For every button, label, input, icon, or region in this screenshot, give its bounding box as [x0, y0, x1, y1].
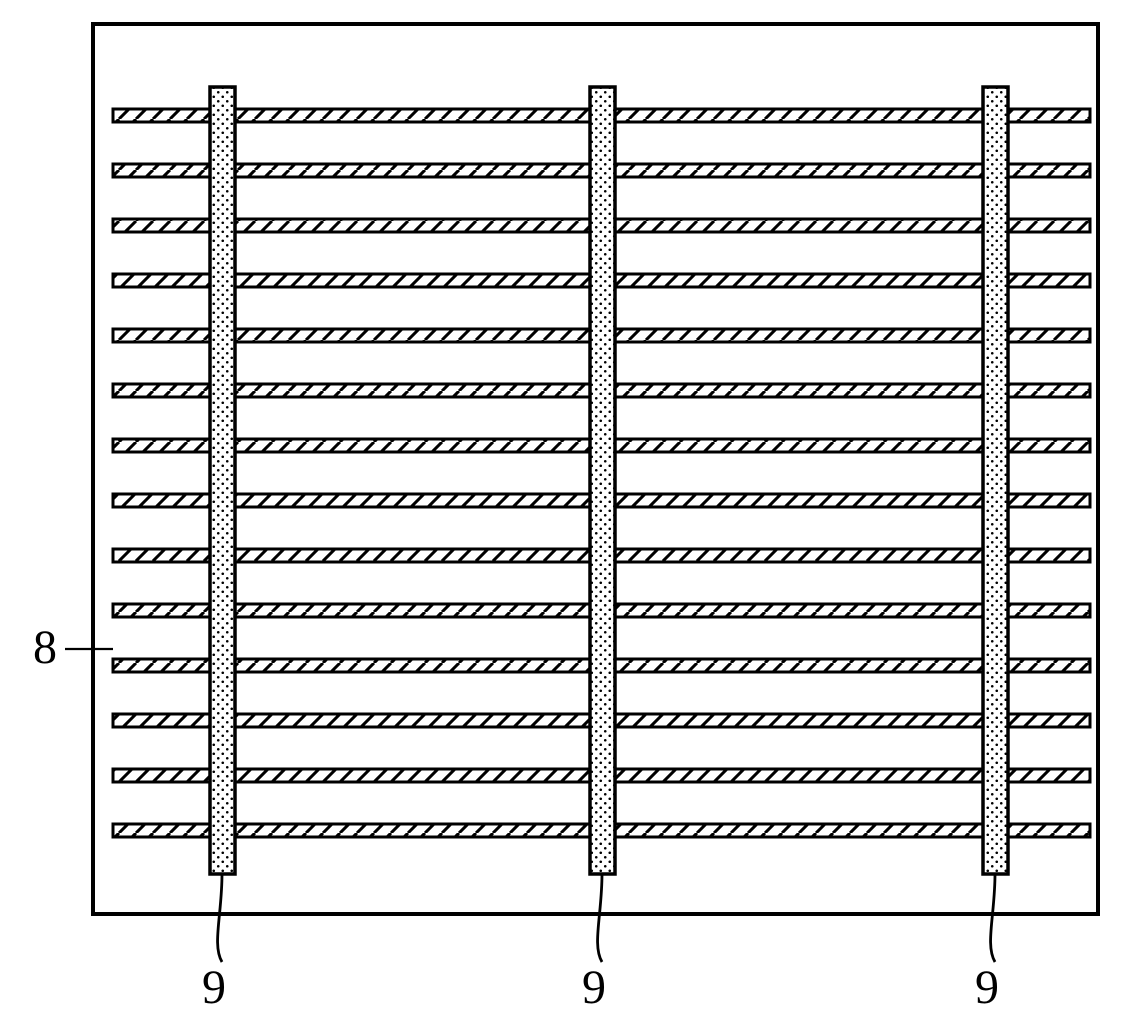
- busbar-electrode: [210, 87, 235, 874]
- label-8: 8: [33, 621, 57, 674]
- busbar-electrode: [983, 87, 1008, 874]
- label-9: 9: [202, 961, 226, 1009]
- label-9: 9: [582, 961, 606, 1009]
- label-9: 9: [975, 961, 999, 1009]
- busbar-electrode: [590, 87, 615, 874]
- solar-cell-electrode-diagram: 8 9 9 9: [0, 0, 1141, 1009]
